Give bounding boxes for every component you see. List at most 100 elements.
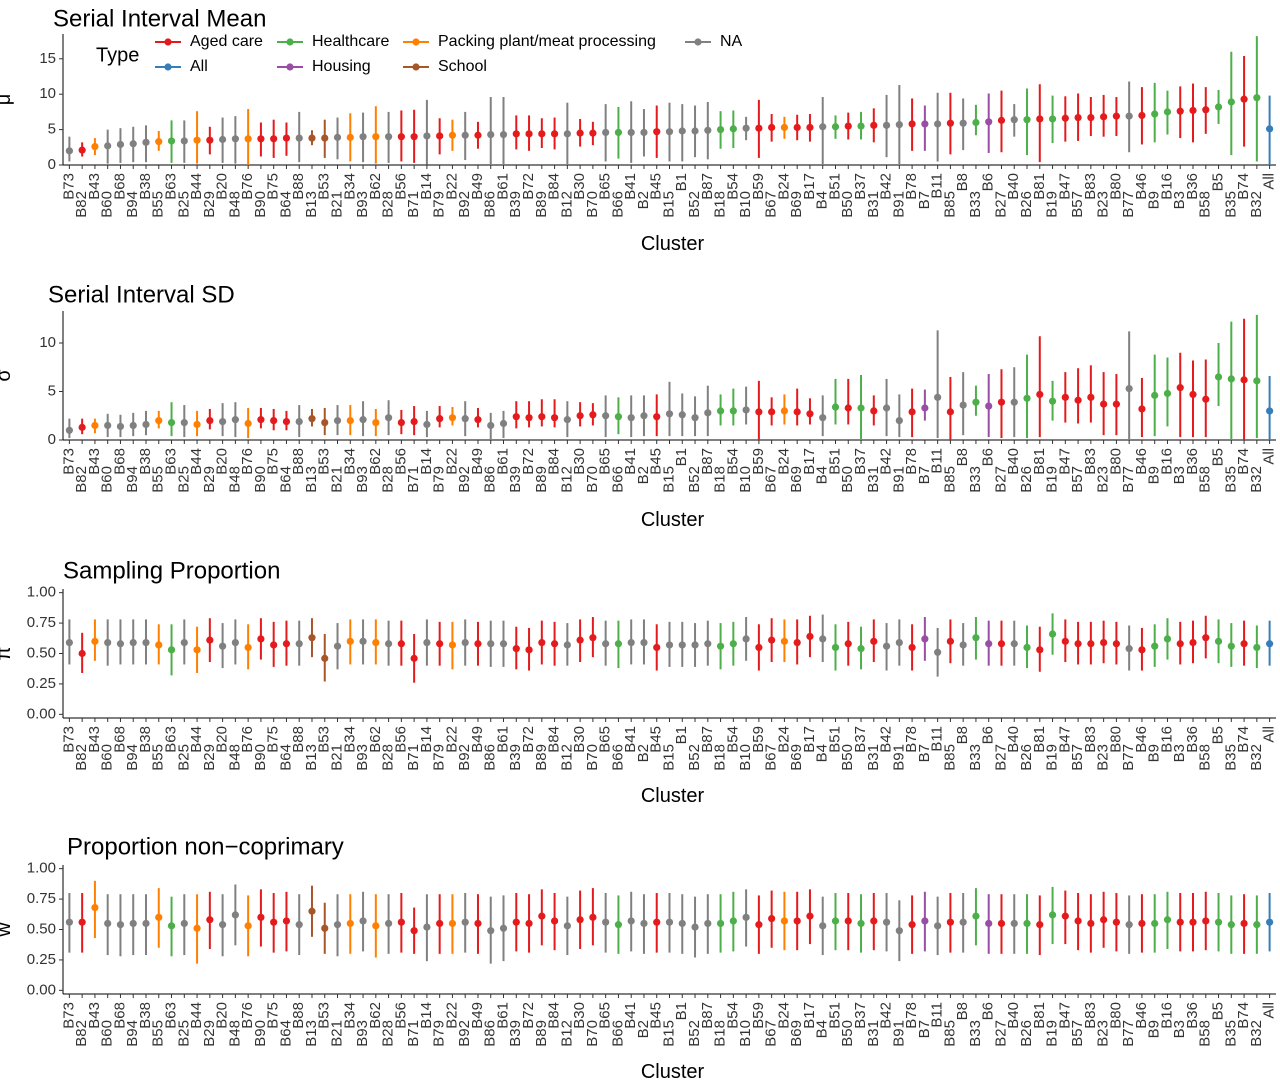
x-tick-label: B39 <box>507 744 524 771</box>
data-point <box>678 641 686 649</box>
data-point <box>1253 377 1261 385</box>
data-point <box>997 116 1006 124</box>
data-point <box>91 421 99 430</box>
x-tick-label: B83 <box>1082 173 1099 200</box>
data-point <box>129 140 137 148</box>
x-tick-label: B34 <box>341 448 358 475</box>
data-point <box>282 640 291 648</box>
x-tick-label: B82 <box>73 191 90 218</box>
data-point <box>104 638 112 647</box>
x-tick-label: B59 <box>750 1002 767 1029</box>
data-point <box>308 134 316 142</box>
x-tick-label: B14 <box>418 173 435 200</box>
data-point <box>346 133 354 141</box>
x-tick-label: B22 <box>443 448 460 475</box>
data-point <box>257 135 265 143</box>
data-point <box>321 924 329 932</box>
x-tick-label: B82 <box>73 1020 90 1047</box>
x-tick-label: B9 <box>1146 744 1163 762</box>
data-point <box>461 415 469 423</box>
x-tick-label: B12 <box>558 466 575 493</box>
data-point <box>1163 916 1172 924</box>
x-tick-label: B24 <box>775 448 792 475</box>
data-point <box>512 918 520 926</box>
x-tick-label: B81 <box>1031 1002 1048 1029</box>
data-point <box>819 123 827 131</box>
x-tick-label: B53 <box>316 448 333 475</box>
x-tick-label: B50 <box>839 1020 856 1047</box>
x-tick-label: B49 <box>469 173 486 200</box>
x-tick-label: B20 <box>214 1002 231 1029</box>
x-tick-label: B24 <box>775 173 792 200</box>
legend-item-label: Healthcare <box>312 33 389 50</box>
data-point <box>831 643 840 652</box>
x-tick-label: B78 <box>903 1002 920 1029</box>
data-point <box>512 645 520 653</box>
data-point <box>308 907 316 915</box>
data-point <box>487 130 495 139</box>
y-axis-label: μ <box>0 94 15 106</box>
x-tick-label: B13 <box>303 1020 320 1047</box>
x-tick-label: B77 <box>1120 744 1137 771</box>
data-point <box>1023 394 1031 402</box>
x-tick-label: B16 <box>1158 1002 1175 1029</box>
panel-2: Serial Interval SDσCluster0510B73B82B43B… <box>0 281 1278 531</box>
data-point <box>1214 918 1223 926</box>
x-tick-label: B69 <box>788 744 805 771</box>
data-point <box>550 414 559 422</box>
data-point <box>244 643 252 652</box>
legend-key-point <box>694 38 702 46</box>
data-point <box>563 641 571 649</box>
legend-key-point <box>412 38 420 46</box>
data-point <box>793 408 801 416</box>
x-tick-label: B92 <box>456 744 473 771</box>
x-tick-label: B77 <box>1120 1020 1137 1047</box>
x-tick-label: B14 <box>418 726 435 753</box>
data-point <box>946 637 955 645</box>
x-tick-label: B63 <box>163 173 180 200</box>
x-tick-label: B85 <box>941 466 958 493</box>
data-point <box>653 413 661 421</box>
data-point <box>742 406 750 414</box>
data-point <box>104 919 112 928</box>
x-tick-label: B65 <box>597 726 614 753</box>
x-tick-label: B31 <box>865 466 882 493</box>
x-tick-label: B71 <box>405 466 422 493</box>
data-point <box>1125 384 1133 393</box>
x-tick-label: B23 <box>1095 744 1112 771</box>
data-point <box>461 918 469 926</box>
data-point <box>512 130 520 138</box>
x-tick-label: B6 <box>980 1002 997 1020</box>
data-point <box>1253 94 1261 102</box>
data-point <box>1138 405 1146 413</box>
x-tick-label: B29 <box>201 1020 218 1047</box>
data-point <box>448 131 457 139</box>
data-point <box>257 416 265 424</box>
panel-title: Serial Interval Mean <box>53 5 266 32</box>
data-point <box>512 413 520 421</box>
data-point <box>372 418 380 427</box>
data-point <box>1087 919 1095 928</box>
data-point <box>602 128 610 137</box>
data-point <box>716 919 725 928</box>
x-tick-label: B74 <box>1235 448 1252 475</box>
x-tick-label: B8 <box>954 1002 971 1020</box>
x-tick-label: B81 <box>1031 173 1048 200</box>
data-point <box>295 640 303 648</box>
x-tick-label: B2 <box>635 466 652 484</box>
data-point <box>1189 918 1197 926</box>
data-point <box>448 414 457 422</box>
x-tick-label: B26 <box>1018 744 1035 771</box>
legend: Type Aged care All Healthcare Housing Packing… <box>96 33 743 75</box>
data-point <box>768 636 776 644</box>
data-point <box>1061 637 1069 645</box>
data-point <box>270 641 278 649</box>
x-tick-label: B8 <box>954 173 971 191</box>
data-point <box>219 417 227 426</box>
data-point <box>1112 400 1120 408</box>
x-tick-label: B32 <box>1248 191 1265 218</box>
data-point <box>665 918 674 926</box>
data-point <box>436 919 444 928</box>
x-tick-label: B66 <box>609 466 626 493</box>
x-tick-label: All <box>1261 1002 1278 1019</box>
